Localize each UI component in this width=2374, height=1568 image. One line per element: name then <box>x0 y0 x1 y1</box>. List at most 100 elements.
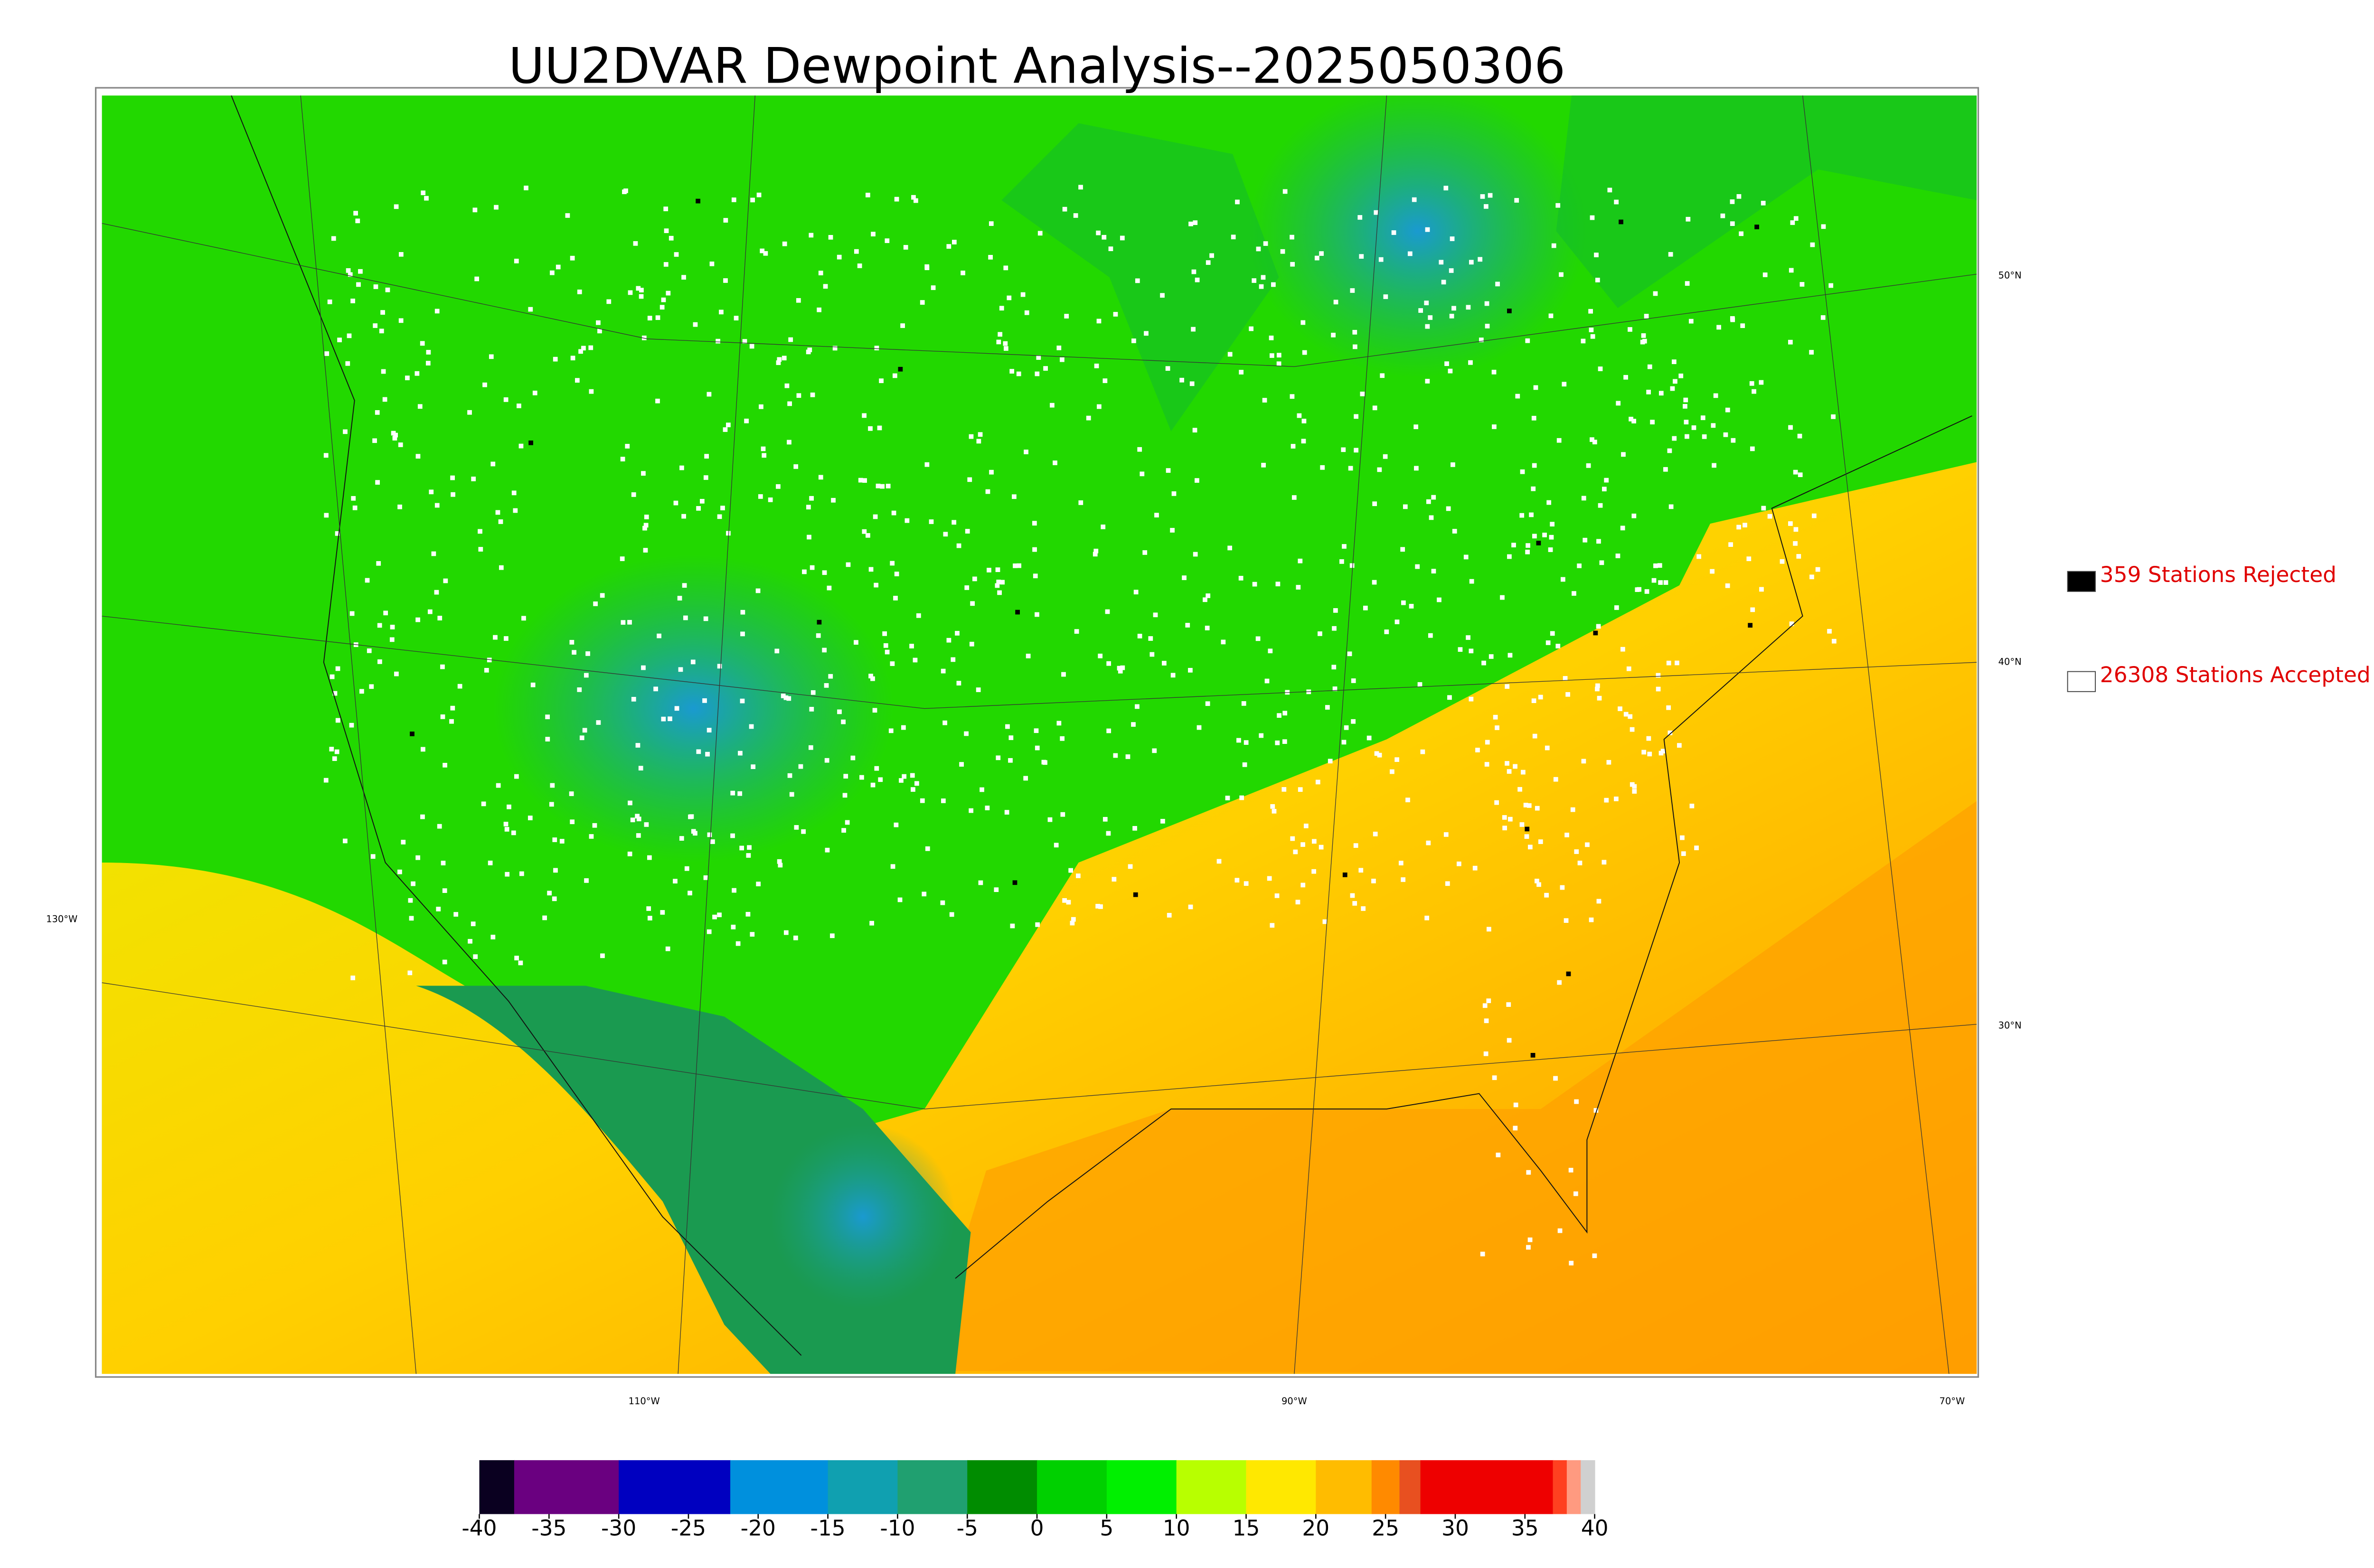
station-dot <box>1548 547 1553 552</box>
station-dot <box>956 681 961 685</box>
station-dot <box>763 251 768 256</box>
station-dot <box>1788 521 1793 526</box>
station-dot <box>1262 398 1267 403</box>
station-dot <box>1270 804 1275 809</box>
station-dot <box>532 390 537 395</box>
station-dot <box>899 778 904 783</box>
station-dot <box>1564 832 1569 837</box>
station-dot <box>781 694 786 698</box>
station-dot <box>1352 344 1357 349</box>
station-dot <box>1561 577 1565 582</box>
station-dot <box>1716 325 1721 330</box>
station-dot <box>1311 839 1317 844</box>
station-dot <box>1628 327 1632 332</box>
gulf-region <box>924 801 1977 1374</box>
station-dot <box>882 631 887 636</box>
colorbar-segment <box>479 1460 515 1514</box>
station-dot <box>631 697 636 702</box>
station-dot <box>1533 385 1538 390</box>
station-dot <box>1557 1228 1563 1233</box>
legend-label: 26308 Stations Accepted <box>2100 662 2371 687</box>
station-dot <box>1374 210 1379 215</box>
station-dot <box>1035 612 1039 617</box>
station-dot <box>894 197 899 202</box>
station-dot <box>673 879 678 884</box>
station-dot <box>1550 522 1555 527</box>
station-dot <box>924 462 930 467</box>
station-dot <box>809 707 814 712</box>
station-dot <box>1525 338 1530 343</box>
station-dot <box>681 275 686 280</box>
station-dot <box>1614 199 1619 205</box>
station-dot <box>841 719 846 724</box>
station-dot <box>699 498 705 504</box>
station-dot <box>1553 1076 1558 1081</box>
station-dot <box>1152 748 1157 753</box>
station-dot <box>1140 471 1145 477</box>
station-dot <box>1780 559 1785 564</box>
station-dot <box>969 434 974 439</box>
station-dot <box>709 261 715 266</box>
station-dot <box>1341 740 1347 745</box>
station-dot <box>411 881 415 886</box>
station-dot <box>440 664 445 669</box>
station-dot <box>1484 301 1489 306</box>
station-dot <box>793 464 799 469</box>
station-dot <box>1013 563 1017 568</box>
station-dot <box>375 410 380 415</box>
station-dot <box>1378 257 1384 262</box>
station-dot <box>440 714 445 719</box>
station-dot <box>504 636 509 641</box>
station-dot <box>862 413 867 418</box>
station-dot <box>394 671 399 676</box>
station-dot <box>1456 861 1461 866</box>
station-dot <box>691 829 696 834</box>
station-dot <box>1333 300 1338 305</box>
station-dot <box>703 616 708 621</box>
station-dot <box>1596 539 1601 544</box>
station-dot <box>831 498 836 503</box>
station-dot <box>1480 1251 1485 1257</box>
station-dot <box>408 898 413 903</box>
station-dot <box>1550 631 1555 636</box>
station-dot <box>1239 370 1244 375</box>
station-dot <box>385 287 390 292</box>
station-dot <box>762 453 767 458</box>
station-dot <box>398 442 403 447</box>
station-dot <box>1663 580 1668 585</box>
station-dot <box>894 572 899 576</box>
station-dot <box>1298 558 1303 563</box>
station-dot <box>943 532 948 537</box>
station-dot <box>786 696 791 701</box>
map-field <box>102 95 1977 1374</box>
station-dot <box>547 891 552 896</box>
station-dot <box>1821 224 1826 229</box>
station-dot <box>471 921 476 926</box>
station-dot <box>1641 333 1646 338</box>
station-dot <box>1696 554 1701 559</box>
station-dot <box>507 804 511 809</box>
station-dot <box>1270 923 1275 928</box>
station-dot <box>1238 576 1244 581</box>
station-dot <box>1566 971 1571 976</box>
station-dot <box>589 834 594 839</box>
station-dot <box>1574 849 1579 854</box>
colorbar-segment <box>1316 1460 1372 1514</box>
station-dot <box>872 708 877 713</box>
station-dot <box>1032 521 1037 526</box>
station-dot <box>1153 612 1158 618</box>
station-dot <box>1372 580 1377 585</box>
station-dot <box>382 397 387 402</box>
station-dot <box>437 824 442 829</box>
station-dot <box>866 533 870 538</box>
station-dot <box>1349 563 1355 568</box>
station-dot <box>1003 341 1008 346</box>
station-dot <box>1166 468 1171 473</box>
station-dot <box>663 262 669 267</box>
station-dot <box>1293 849 1298 854</box>
station-dot <box>553 868 558 873</box>
station-dot <box>1736 525 1741 530</box>
station-dot <box>1424 300 1429 306</box>
station-dot <box>1725 407 1730 413</box>
colorbar-segment <box>619 1460 731 1514</box>
